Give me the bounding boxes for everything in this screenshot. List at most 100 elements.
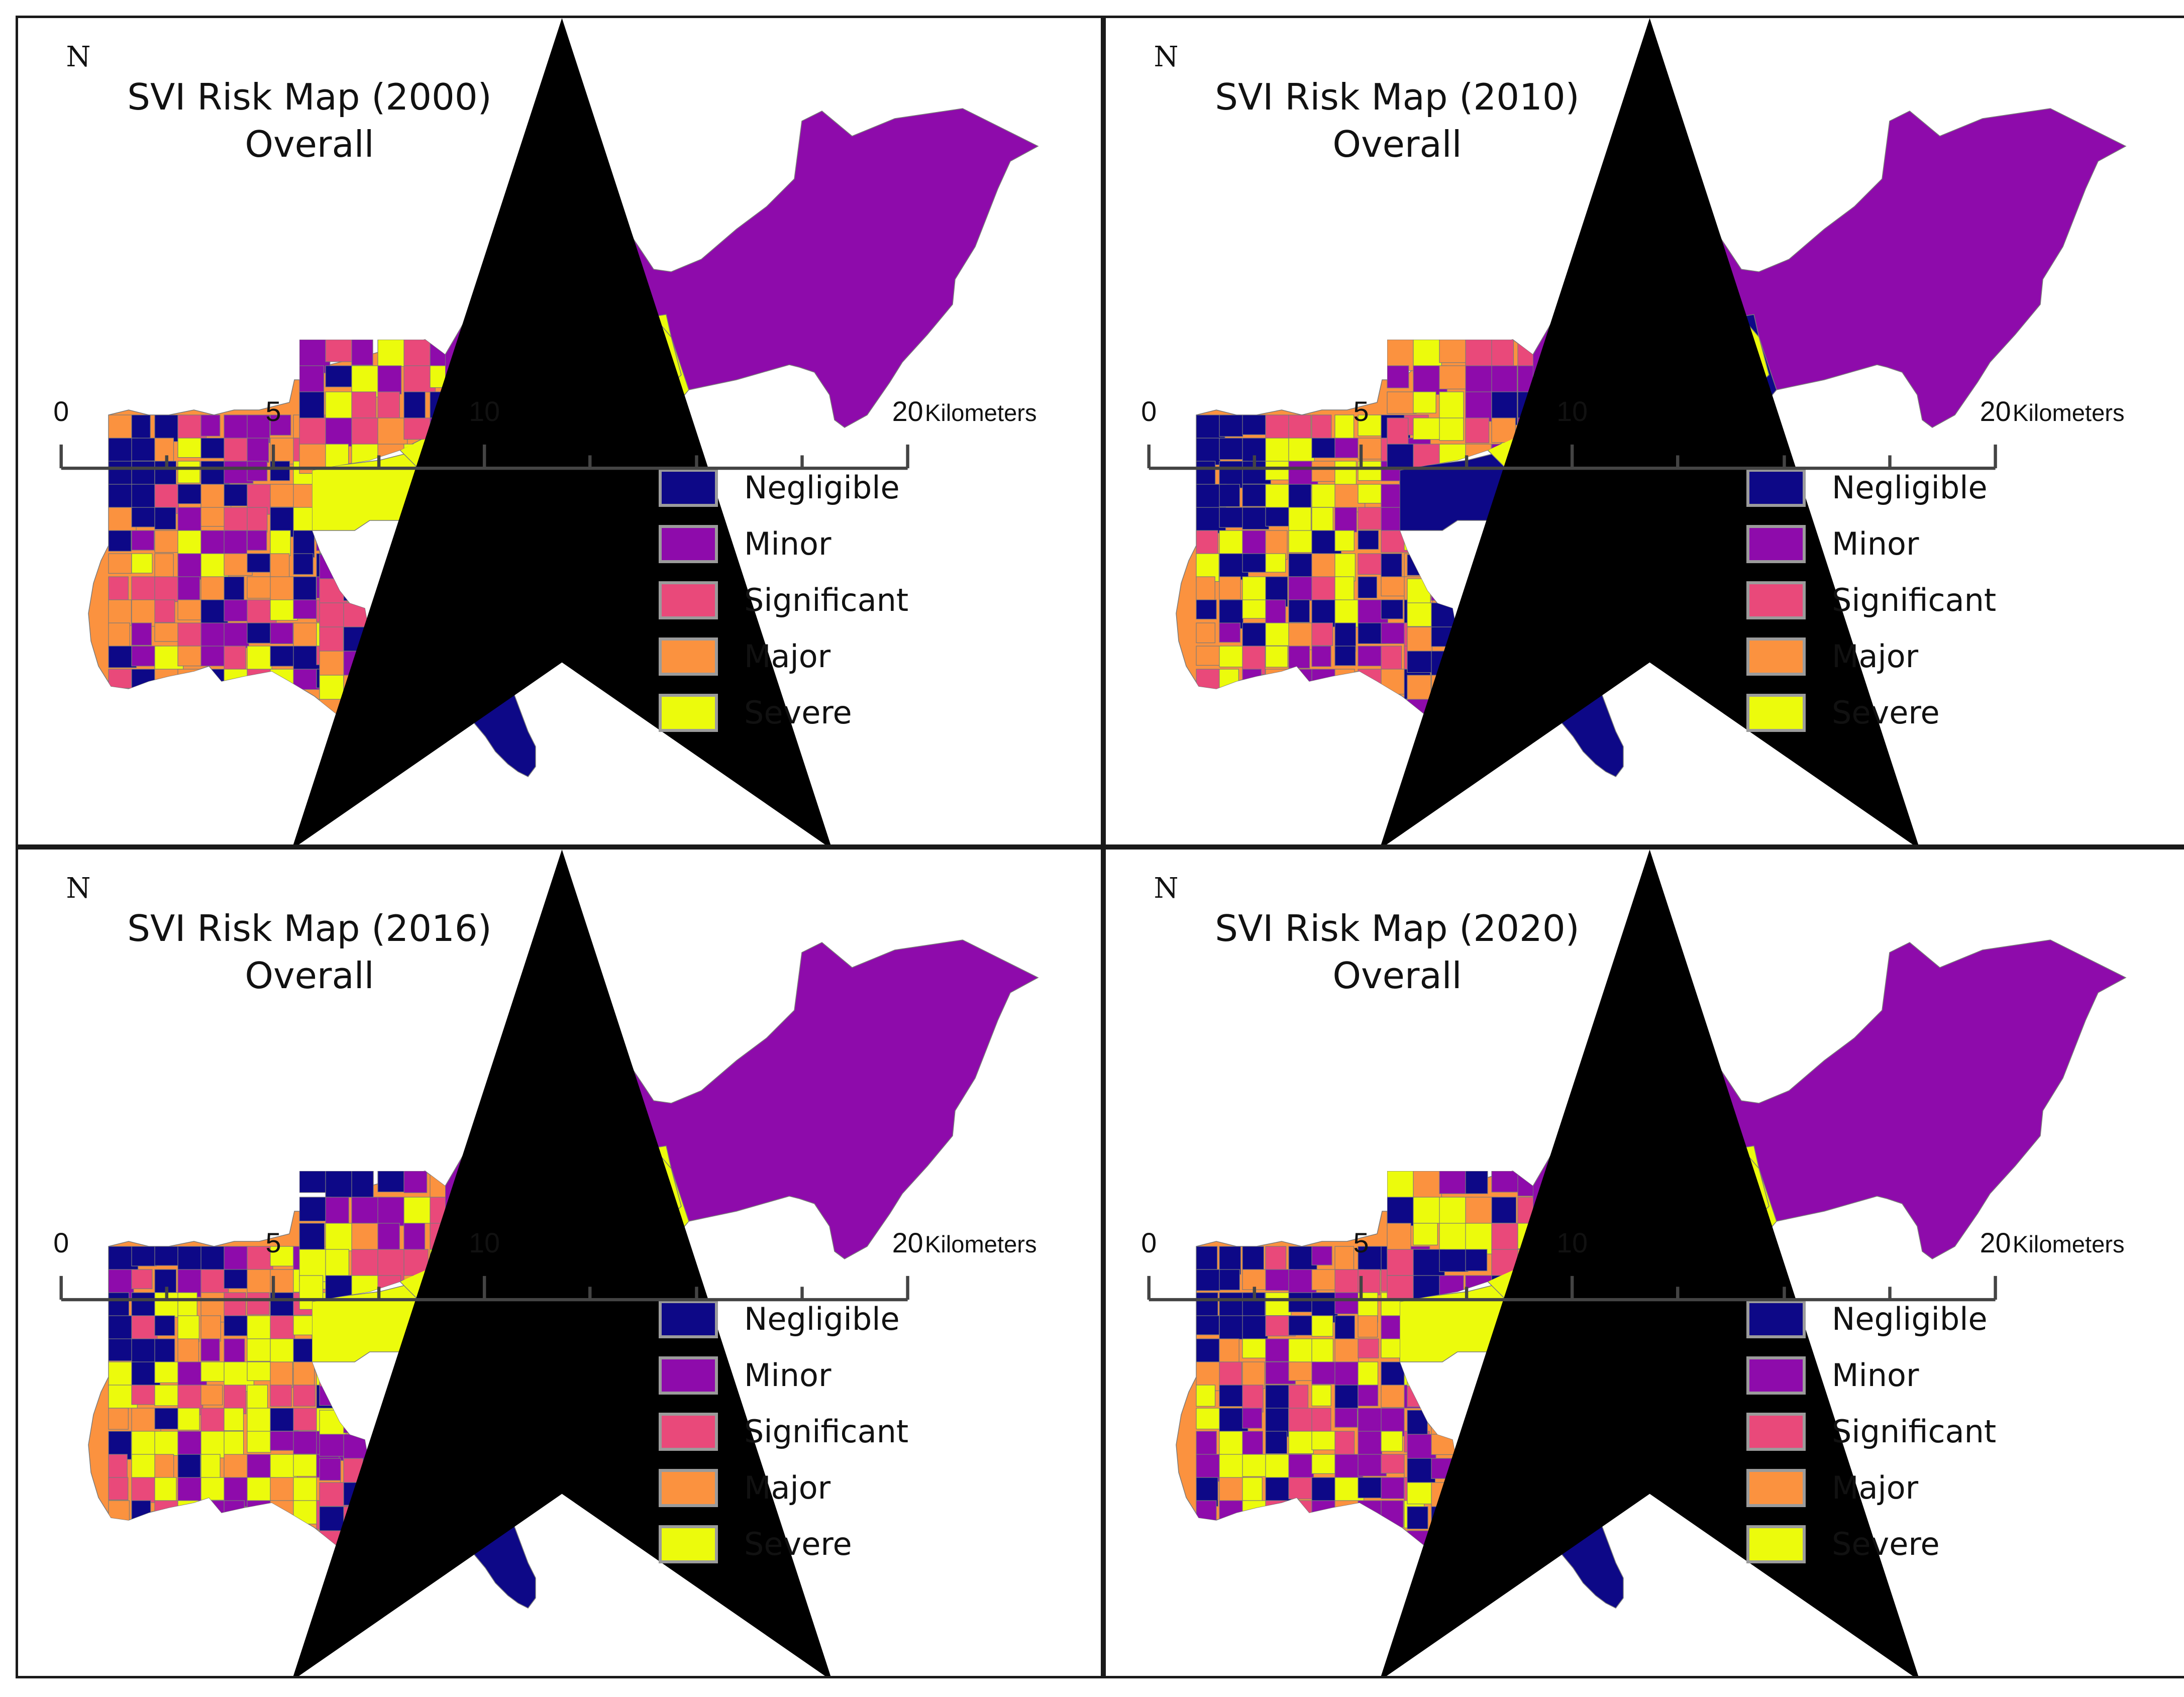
scale-tick-label-10: 10 — [1556, 1227, 1588, 1258]
tract-severe — [293, 1454, 317, 1477]
legend-swatch-negligible — [659, 1300, 718, 1338]
legend-swatch-severe — [659, 1525, 718, 1563]
tract-negligible — [1465, 1249, 1488, 1271]
tract-significant — [1358, 507, 1386, 530]
legend-item-major: Major — [1746, 1463, 2028, 1519]
legend-item-significant: Significant — [1746, 1407, 2028, 1463]
scale-tick-label-10: 10 — [1556, 396, 1588, 427]
tract-negligible — [1334, 1385, 1359, 1411]
tract-severe — [177, 461, 200, 484]
tract-minor — [1381, 622, 1407, 644]
tract-severe — [270, 1246, 294, 1266]
tract-minor — [1334, 438, 1362, 458]
map-title-line1: SVI Risk Map (2020) — [1215, 907, 1580, 949]
scale-unit-label: Kilometers — [2013, 1231, 2125, 1257]
tract-severe — [1219, 530, 1244, 554]
tract-negligible — [1288, 599, 1310, 623]
tract-minor — [1288, 1454, 1314, 1480]
legend-swatch-significant — [659, 581, 718, 619]
legend-label-minor: Minor — [744, 1357, 831, 1394]
tract-major — [1196, 622, 1216, 644]
tract-severe — [1219, 646, 1246, 668]
tract-negligible — [154, 507, 176, 530]
tract-negligible — [1196, 1246, 1218, 1270]
legend-item-negligible: Negligible — [659, 1294, 940, 1350]
tract-severe — [131, 553, 153, 574]
tract-minor — [177, 553, 205, 580]
map-panel-2010: N SVI Risk Map (2010) Overall Negligible… — [1103, 16, 2184, 847]
tract-minor — [131, 622, 152, 646]
tract-negligible — [1358, 576, 1378, 599]
tract-significant — [1311, 1408, 1331, 1436]
tract-major — [270, 1361, 293, 1388]
map-title-line2: Overall — [245, 123, 374, 165]
north-label: N — [1154, 872, 1179, 905]
tract-major — [200, 1385, 223, 1406]
legend-swatch-severe — [1746, 694, 1806, 732]
tract-minor — [1196, 1454, 1222, 1482]
tract-minor — [270, 1431, 296, 1451]
legend-label-significant: Significant — [1832, 582, 1997, 618]
scale-unit-label: Kilometers — [2013, 399, 2125, 426]
tract-significant — [270, 1385, 292, 1407]
tract-severe — [1288, 1431, 1314, 1454]
map-title: SVI Risk Map (2010) Overall — [1206, 73, 1588, 168]
tract-negligible — [1334, 646, 1356, 666]
tract-severe — [1413, 417, 1441, 440]
tract-significant — [270, 1315, 295, 1341]
tract-minor — [224, 1338, 245, 1362]
scale-tick-label-20: 20 — [1980, 396, 2011, 427]
tract-minor — [200, 414, 221, 437]
scale-tick-label-0: 0 — [1141, 396, 1157, 427]
tract-major — [270, 553, 290, 578]
tract-negligible — [1196, 461, 1216, 489]
tract-negligible — [299, 1171, 331, 1193]
tract-major — [1491, 417, 1516, 443]
tract-minor — [177, 576, 200, 604]
tract-negligible — [1242, 507, 1270, 530]
tract-major — [1196, 576, 1215, 603]
tract-severe — [1413, 391, 1436, 413]
legend-swatch-major — [1746, 638, 1806, 676]
legend-label-negligible: Negligible — [1832, 469, 1988, 506]
tract-negligible — [1491, 1197, 1517, 1224]
map-panel-2020: N SVI Risk Map (2020) Overall Negligible… — [1103, 847, 2184, 1678]
tract-negligible — [154, 1246, 182, 1266]
tract-significant — [1387, 1275, 1416, 1299]
tract-severe — [247, 1361, 275, 1381]
legend-item-major: Major — [1746, 631, 2028, 688]
tract-major — [154, 622, 180, 642]
tract-severe — [1311, 1315, 1333, 1337]
tract-negligible — [1219, 438, 1243, 460]
tract-severe — [1358, 484, 1383, 504]
tract-negligible — [154, 1315, 175, 1336]
legend-item-minor: Minor — [1746, 1350, 2028, 1407]
legend-swatch-negligible — [659, 469, 718, 507]
tract-significant — [131, 1269, 153, 1290]
map-panel-2000: N SVI Risk Map (2000) Overall Negligible… — [16, 16, 1103, 847]
tract-negligible — [224, 484, 248, 506]
north-label: N — [66, 872, 91, 905]
tract-negligible — [377, 1171, 406, 1193]
tract-major — [1288, 1361, 1316, 1381]
tract-severe — [247, 1385, 268, 1409]
legend-swatch-significant — [1746, 1413, 1806, 1451]
tract-significant — [293, 1385, 316, 1407]
tract-negligible — [1465, 1171, 1488, 1194]
tract-severe — [154, 1361, 180, 1384]
scale-tick-label-5: 5 — [1354, 1227, 1369, 1258]
tract-severe — [325, 1223, 353, 1251]
tract-negligible — [224, 576, 245, 600]
tract-severe — [1407, 1482, 1432, 1505]
tract-negligible — [108, 530, 132, 552]
tract-negligible — [1196, 1269, 1220, 1291]
tract-severe — [270, 530, 291, 556]
tract-minor — [247, 461, 268, 481]
tract-negligible — [1265, 1431, 1288, 1454]
tract-major — [1387, 1223, 1411, 1254]
tract-minor — [377, 1223, 400, 1254]
map-legend: Negligible Minor Significant Major Sever… — [659, 1294, 940, 1575]
tract-minor — [1311, 1246, 1332, 1265]
scale-tick-label-0: 0 — [1141, 1227, 1157, 1258]
